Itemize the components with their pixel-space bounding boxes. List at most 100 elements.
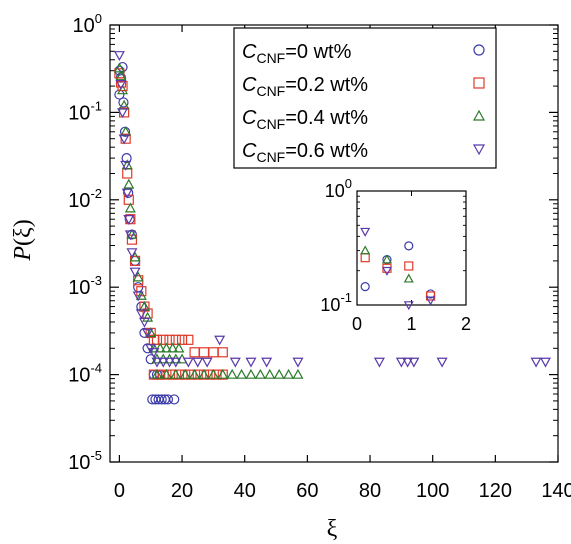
data-point bbox=[162, 394, 174, 405]
series-triangle-down bbox=[113, 51, 551, 368]
inset-data-point bbox=[360, 227, 371, 237]
inset-data-point bbox=[381, 254, 392, 264]
data-point bbox=[539, 357, 551, 368]
data-point bbox=[292, 368, 304, 379]
y-tick-label: 10-1 bbox=[68, 98, 102, 124]
data-point bbox=[145, 354, 156, 365]
data-point bbox=[186, 369, 197, 380]
data-point bbox=[217, 347, 228, 358]
inset-y-tick-label: 10-1 bbox=[320, 290, 352, 315]
data-point bbox=[182, 357, 194, 368]
data-point bbox=[118, 134, 130, 145]
data-point bbox=[273, 368, 285, 379]
data-point bbox=[115, 70, 127, 81]
data-point bbox=[148, 342, 160, 353]
legend-label: CCNF=0.4 wt% bbox=[242, 107, 368, 132]
data-point bbox=[124, 230, 136, 241]
inset-data-point bbox=[360, 245, 371, 255]
data-point bbox=[261, 357, 273, 368]
inset-x-tick-label: 0 bbox=[352, 314, 362, 334]
data-point bbox=[142, 328, 154, 339]
data-point bbox=[132, 291, 144, 302]
data-point bbox=[170, 357, 182, 368]
data-point bbox=[217, 368, 229, 379]
legend: CCNF=0 wt% CCNF=0.2 wt% CCNF=0.4 wt% CCNF=0… bbox=[233, 27, 497, 169]
series-triangle bbox=[113, 62, 304, 379]
x-tick-label: 0 bbox=[114, 480, 125, 502]
data-point bbox=[135, 309, 147, 320]
data-point bbox=[192, 357, 204, 368]
data-point bbox=[139, 327, 150, 338]
data-point bbox=[292, 357, 304, 368]
inset-y-tick-label: 100 bbox=[325, 176, 352, 201]
data-point bbox=[205, 369, 216, 380]
data-point bbox=[167, 369, 178, 380]
x-tick-label: 100 bbox=[416, 480, 449, 502]
data-point bbox=[170, 368, 182, 379]
x-tick-label: 60 bbox=[296, 480, 318, 502]
data-point bbox=[123, 214, 135, 225]
y-tick-label: 10-2 bbox=[68, 186, 102, 212]
data-point bbox=[115, 77, 127, 88]
data-point bbox=[214, 335, 226, 346]
data-point bbox=[229, 357, 241, 368]
data-point bbox=[207, 368, 219, 379]
data-point bbox=[192, 369, 203, 380]
data-point bbox=[158, 334, 169, 345]
legend-marker bbox=[473, 44, 485, 56]
x-tick-label: 20 bbox=[171, 480, 193, 502]
data-point bbox=[118, 97, 129, 108]
data-point bbox=[124, 202, 136, 213]
data-point bbox=[117, 84, 129, 95]
data-point bbox=[121, 188, 133, 199]
data-point bbox=[164, 334, 175, 345]
data-point bbox=[226, 368, 238, 379]
data-point bbox=[145, 327, 157, 338]
legend-frame bbox=[233, 27, 497, 169]
data-point bbox=[254, 368, 266, 379]
data-point bbox=[189, 347, 200, 358]
data-point bbox=[148, 369, 159, 380]
data-point bbox=[179, 368, 191, 379]
data-point bbox=[157, 357, 169, 368]
data-point bbox=[126, 248, 138, 259]
data-point bbox=[117, 108, 129, 119]
data-point bbox=[160, 368, 172, 379]
data-point bbox=[170, 334, 181, 345]
data-point bbox=[122, 168, 133, 179]
data-point bbox=[121, 159, 133, 170]
y-axis-title: P(ξ) bbox=[10, 219, 36, 261]
inset-data-point bbox=[360, 282, 370, 292]
inset-data-point bbox=[381, 266, 392, 276]
data-point bbox=[160, 342, 172, 353]
data-point bbox=[156, 394, 167, 405]
data-point bbox=[189, 368, 201, 379]
data-point bbox=[211, 369, 222, 380]
data-point bbox=[245, 368, 257, 379]
data-point bbox=[151, 368, 163, 379]
data-point bbox=[236, 368, 248, 379]
data-point bbox=[169, 394, 180, 405]
inset-x-tick-label: 2 bbox=[461, 314, 471, 334]
data-point bbox=[154, 342, 166, 353]
data-point bbox=[208, 347, 219, 358]
legend-label: CCNF=0 wt% bbox=[242, 41, 352, 66]
y-tick-label: 10-4 bbox=[68, 361, 102, 387]
data-point bbox=[395, 357, 407, 368]
data-point bbox=[132, 271, 144, 282]
x-axis-title: ξ bbox=[327, 516, 338, 542]
legend-label: CCNF=0.2 wt% bbox=[242, 74, 368, 99]
data-point bbox=[198, 368, 210, 379]
data-point bbox=[138, 317, 150, 328]
data-point bbox=[283, 368, 295, 379]
data-point bbox=[120, 160, 132, 171]
legend-label: CCNF=0.6 wt% bbox=[242, 140, 368, 165]
data-point bbox=[183, 334, 194, 345]
data-point bbox=[129, 251, 141, 262]
inset-series-triangle-down bbox=[360, 227, 436, 311]
series-square bbox=[114, 68, 228, 380]
data-point bbox=[373, 357, 385, 368]
x-tick-label: 140 bbox=[541, 480, 571, 502]
data-point bbox=[151, 357, 163, 368]
